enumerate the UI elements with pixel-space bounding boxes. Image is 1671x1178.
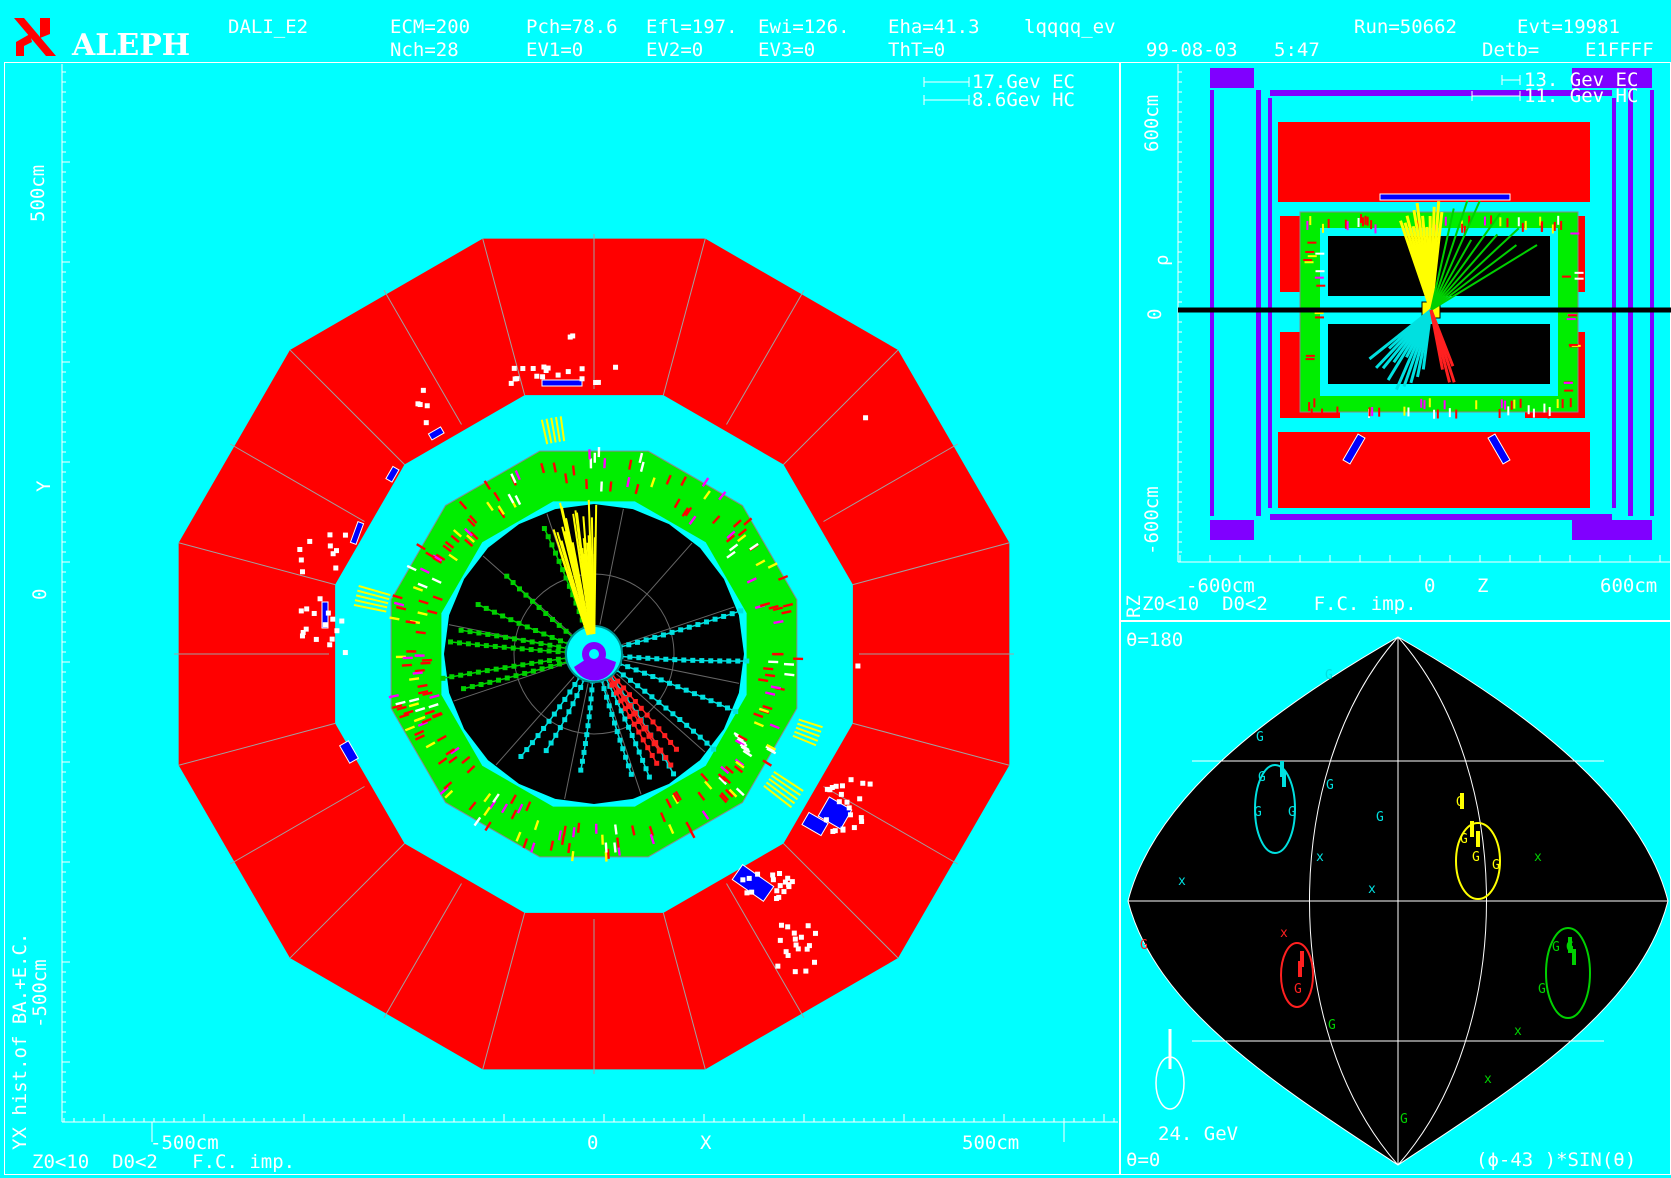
svg-text:G: G [1256,730,1264,745]
svg-text:x: x [1534,850,1542,865]
lego-energy-scale: 24. GeV [1158,1123,1239,1145]
event-date: 99-08-03 [1146,39,1238,61]
lego-theta-top: θ=180 [1126,629,1184,651]
rz-y-axis-label: ρ [1151,254,1173,266]
lego-axis-formula: (ϕ-43 )*SIN(θ) [1476,1149,1637,1171]
svg-text:G: G [1326,778,1334,793]
event-number: Evt=19981 [1517,16,1620,38]
event-time: 5:47 [1274,39,1320,61]
svg-text:x: x [1178,874,1186,889]
svg-text:G: G [1376,810,1384,825]
ev1-value: EV1=0 [526,39,584,61]
rz-y-tick-pos: 600cm [1141,94,1163,152]
rz-x-zero: 0 [1424,575,1436,597]
rz-y-tick-neg: -600cm [1141,486,1163,555]
yx-y-axis-label: Y [33,480,55,492]
svg-text:G: G [1492,858,1500,873]
run-number: Run=50662 [1354,16,1457,38]
svg-text:G: G [1254,805,1262,820]
pch-value: Pch=78.6 [526,16,618,38]
yellow-jet-deposits [353,416,823,809]
lego-theta-bottom: θ=0 [1126,1149,1161,1171]
rz-view[interactable] [1120,62,1671,621]
yx-side-title: YX hist.of BA.+E.C. [9,932,31,1150]
detb-value: E1FFFF [1585,39,1654,61]
svg-text:G: G [1552,940,1560,955]
nch-value: Nch=28 [390,39,459,61]
rz-side-title: RZ [1123,595,1145,618]
yx-x-tick-pos: 500cm [962,1132,1020,1154]
aleph-logo-icon [14,18,56,56]
detb-label: Detb= [1482,39,1540,61]
program-name: DALI_E2 [228,16,309,38]
lego-view[interactable]: GGGGGGxxxGGGGGGxGGGxGxxGG [1120,621,1671,1175]
yx-view[interactable] [4,62,1120,1175]
svg-text:x: x [1316,850,1324,865]
rz-magnet [1210,68,1654,540]
svg-text:G: G [1258,770,1266,785]
svg-text:G: G [1325,668,1333,683]
yx-x-tick-neg: -500cm [150,1132,219,1154]
rz-legend-ec: 13. Gev EC [1524,69,1639,91]
svg-text:G: G [1288,805,1296,820]
yx-x-axis-label: X [700,1132,712,1154]
efl-value: Efl=197. [646,16,738,38]
muon-chambers [321,379,853,902]
rz-x-tick-pos: 600cm [1600,575,1658,597]
rz-legend-hc: 11. Gev HC [1524,85,1639,107]
rz-x-tick-neg: -600cm [1186,575,1255,597]
event-class: lqqqq_ev [1024,16,1116,38]
lego-grid [1128,636,1668,1166]
ewi-value: Ewi=126. [758,16,850,38]
svg-text:G: G [1140,938,1148,953]
svg-text:G: G [1460,832,1468,847]
svg-text:G: G [1328,1018,1336,1033]
eha-value: Eha=41.3 [888,16,980,38]
yx-y-tick-neg: -500cm [29,959,51,1028]
yx-panel-frame [4,62,1120,1175]
svg-text:G: G [1538,982,1546,997]
svg-text:G: G [1472,850,1480,865]
yx-y-zero: 0 [29,588,51,600]
muon-hits [297,333,873,975]
svg-text:G: G [1294,982,1302,997]
svg-text:x: x [1368,882,1376,897]
ecm-value: ECM=200 [390,16,471,38]
rz-footer: Z0<10 D0<2 F.C. imp. [1142,593,1417,615]
ev3-value: EV3=0 [758,39,816,61]
svg-text:G: G [1400,1112,1408,1127]
svg-text:x: x [1514,1024,1522,1039]
yx-footer: Z0<10 D0<2 F.C. imp. [32,1151,296,1173]
tht-value: ThT=0 [888,39,946,61]
yx-legend-hc: 8.6Gev HC [972,89,1075,111]
rz-x-axis-label: Z [1477,575,1489,597]
yx-legend-ec: 17.Gev EC [972,71,1075,93]
logo-text: ALEPH [72,28,191,63]
ev2-value: EV2=0 [646,39,704,61]
yx-energy-legend [923,77,970,105]
svg-text:x: x [1484,1072,1492,1087]
yx-x-zero: 0 [587,1132,599,1154]
rz-y-zero: 0 [1144,308,1166,320]
svg-text:x: x [1280,926,1288,941]
yx-y-tick-pos: 500cm [27,164,49,222]
aleph-logo [10,14,62,60]
